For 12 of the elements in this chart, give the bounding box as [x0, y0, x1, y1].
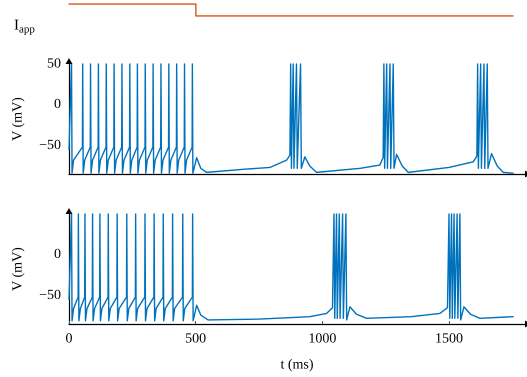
- y-tick-label: −50: [39, 288, 61, 303]
- x-tick-label: 0: [66, 332, 72, 346]
- y-tick-label: 0: [54, 97, 61, 112]
- y-axis-title: V (mV): [10, 246, 26, 291]
- y-tick-label: −50: [39, 138, 61, 153]
- y-tick-label: 0: [54, 247, 61, 262]
- y-axis-title: V (mV): [10, 96, 26, 141]
- x-tick-label: 500: [185, 332, 206, 346]
- x-tick-label: 1000: [308, 332, 336, 346]
- x-tick-label: 1500: [435, 332, 463, 346]
- x-axis-title: t (ms): [280, 358, 314, 372]
- y-tick-label: 50: [47, 56, 61, 72]
